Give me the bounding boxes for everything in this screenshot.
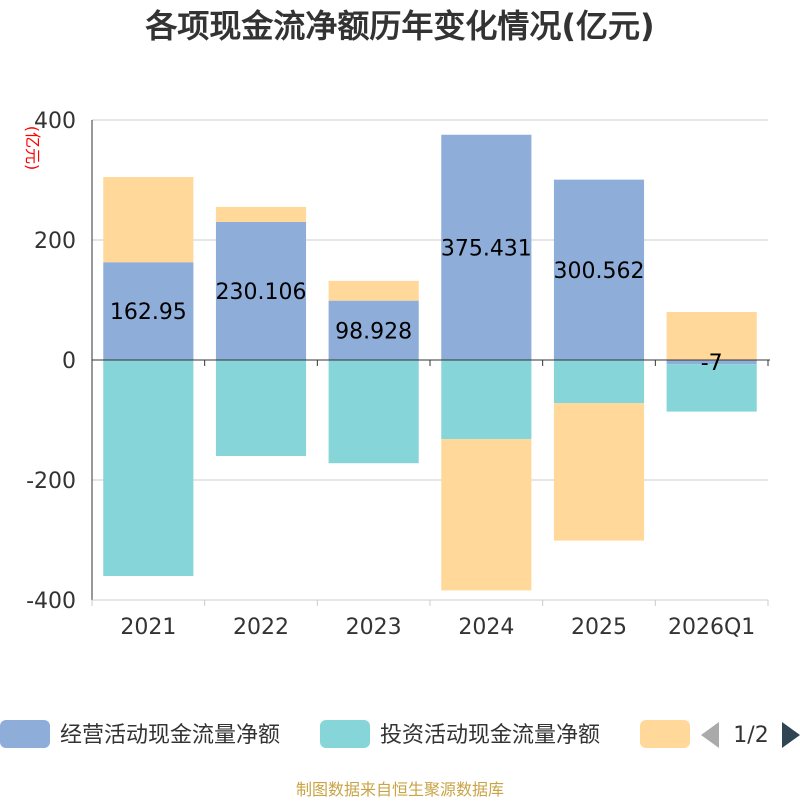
legend: 经营活动现金流量净额 投资活动现金流量净额 1/2 [0, 720, 800, 748]
source-note: 制图数据来自恒生聚源数据库 [296, 780, 504, 799]
y-tick-label: 200 [34, 229, 76, 254]
bar-series3 [441, 439, 532, 591]
bar-series2 [666, 364, 757, 412]
axis-layer: -400 -200 0 200 400 2021 2022 2023 2024 2025 2026Q… [26, 109, 770, 640]
x-tick-label: 2023 [346, 615, 402, 640]
bar-series1 [441, 134, 532, 360]
bar-series2 [103, 360, 194, 576]
data-label: 375.431 [441, 236, 532, 261]
y-tick-label: -200 [26, 469, 76, 494]
data-label: 98.928 [335, 319, 412, 344]
y-tick-label: -400 [26, 589, 76, 614]
bar-layer [103, 134, 757, 591]
legend-label: 经营活动现金流量净额 [60, 723, 280, 748]
bar-series1 [215, 221, 307, 360]
x-tick-label: 2021 [120, 615, 176, 640]
legend-swatch [320, 720, 370, 748]
legend-swatch [640, 720, 690, 748]
bar-series3 [553, 403, 645, 541]
bar-series1 [553, 179, 645, 360]
data-label: 162.95 [110, 300, 187, 325]
y-tick-label: 400 [34, 109, 76, 134]
data-label: 300.562 [554, 259, 645, 284]
bar-series3 [215, 206, 307, 222]
legend-page-indicator: 1/2 [733, 723, 768, 748]
bar-series1 [666, 360, 757, 365]
x-tick-label: 2022 [233, 615, 289, 640]
legend-swatch [0, 720, 50, 748]
legend-label: 投资活动现金流量净额 [380, 723, 600, 748]
data-label: -7 [701, 351, 723, 376]
y-tick-label: 0 [62, 349, 76, 374]
y-axis-unit: (亿元) [23, 126, 42, 171]
bar-series3 [103, 177, 194, 263]
bar-series2 [553, 360, 645, 404]
x-tick-label: 2024 [458, 615, 514, 640]
chart-title: 各项现金流净额历年变化情况(亿元) [145, 7, 654, 45]
x-tick-label: 2025 [571, 615, 627, 640]
bar-series1 [328, 300, 419, 360]
legend-next-icon[interactable] [782, 722, 800, 748]
bar-series3 [666, 312, 757, 360]
bar-series2 [215, 360, 307, 456]
legend-prev-icon[interactable] [701, 722, 719, 748]
bar-series3 [328, 280, 419, 301]
data-label: 230.106 [216, 280, 307, 305]
bar-series2 [328, 360, 419, 464]
bar-series1 [103, 262, 194, 360]
bar-series2 [441, 360, 532, 440]
x-tick-label: 2026Q1 [668, 615, 755, 640]
label-layer: 162.95 230.106 98.928 375.431 300.562 -7 [110, 236, 723, 376]
